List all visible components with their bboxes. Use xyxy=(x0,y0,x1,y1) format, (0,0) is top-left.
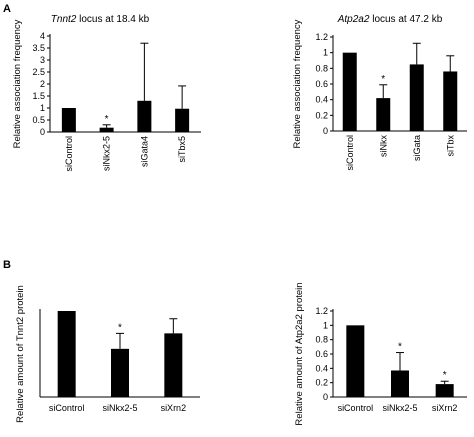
y-tick-label: 0 xyxy=(323,126,328,136)
bar-siControl xyxy=(346,325,365,397)
bar-siGata4 xyxy=(137,100,152,132)
bar-siControl xyxy=(61,108,76,132)
chart-4: Relative amount of Atp2a2 protein 0 0.2 0.4… xyxy=(294,282,467,426)
category-label: siXrn2 xyxy=(161,403,187,413)
y-tick-label: 2 xyxy=(40,79,45,89)
bar-siNkx xyxy=(376,98,391,131)
y-tick-label: 0.5 xyxy=(32,115,45,125)
panel-label-b: B xyxy=(3,259,11,271)
bar-siTbx xyxy=(443,71,458,131)
significance-star: * xyxy=(105,114,109,125)
y-tick-label: 0.6 xyxy=(315,349,328,359)
chart-3: Relative amount of Tnnt2 protein siContro… xyxy=(15,285,200,423)
chart-title-rest: locus at 47.2 kb xyxy=(369,14,442,25)
category-label: siNkx2-5 xyxy=(102,403,137,413)
y-tick-label: 0 xyxy=(323,392,328,402)
category-label: siTbx5 xyxy=(177,136,187,163)
category-label: siNkx2-5 xyxy=(382,403,417,413)
y-tick-label: 0.2 xyxy=(315,110,328,120)
y-tick-label: 3 xyxy=(40,55,45,65)
y-tick-label: 3.5 xyxy=(32,43,45,53)
y-tick-label: 0.4 xyxy=(315,363,328,373)
category-label: siControl xyxy=(64,136,74,172)
significance-star: * xyxy=(118,322,122,333)
y-tick-label: 0.4 xyxy=(315,95,328,105)
category-label: siControl xyxy=(345,135,355,171)
chart-2: Atp2a2 locus at 47.2 kb Relative associat… xyxy=(292,14,467,171)
y-tick-label: 4 xyxy=(40,31,45,41)
y-tick-label: 0.6 xyxy=(315,79,328,89)
category-label: siGata4 xyxy=(139,136,149,167)
chart-title-gene: Tnnt2 xyxy=(51,14,77,25)
chart-title: Atp2a2 locus at 47.2 kb xyxy=(337,14,443,25)
category-label: siControl xyxy=(49,403,85,413)
category-label: siTbx xyxy=(445,135,455,157)
significance-star: * xyxy=(398,342,402,353)
bar-siControl xyxy=(342,52,357,131)
chart-1: Tnnt2 locus at 18.4 kb Relative associati… xyxy=(12,14,201,172)
bar-siNkx2-5 xyxy=(99,127,114,132)
bar-siXrn2 xyxy=(164,333,183,397)
y-tick-label: 2.5 xyxy=(32,67,45,77)
bar-siControl xyxy=(57,311,76,397)
y-tick-label: 1 xyxy=(323,48,328,58)
y-axis-label: Relative association frequency xyxy=(12,19,23,148)
bar-siXrn2 xyxy=(435,384,454,397)
chart-title: Tnnt2 locus at 18.4 kb xyxy=(51,14,150,25)
significance-star: * xyxy=(443,370,447,381)
category-label: siNkx2-5 xyxy=(102,136,112,171)
bar-siNkx2-5 xyxy=(111,348,129,397)
y-tick-label: 1.5 xyxy=(32,91,45,101)
y-tick-label: 1.2 xyxy=(315,306,328,316)
category-label: siXrn2 xyxy=(432,403,458,413)
y-axis-label: Relative association frequency xyxy=(292,19,303,148)
bar-siNkx2-5 xyxy=(391,370,409,397)
category-label: siNkx xyxy=(378,135,388,157)
y-tick-label: 1.2 xyxy=(315,32,328,42)
y-tick-label: 0.8 xyxy=(315,63,328,73)
category-label: siGata xyxy=(412,135,422,161)
significance-star: * xyxy=(381,74,385,85)
bar-siGata xyxy=(409,64,424,131)
panel-label-a: A xyxy=(3,3,11,15)
y-tick-label: 0.8 xyxy=(315,335,328,345)
y-axis-label: Relative amount of Tnnt2 protein xyxy=(15,285,26,423)
y-tick-label: 1 xyxy=(323,320,328,330)
y-axis-label: Relative amount of Atp2a2 protein xyxy=(294,282,305,425)
category-label: siControl xyxy=(338,403,374,413)
chart-title-gene: Atp2a2 xyxy=(337,14,370,25)
chart-title-rest: locus at 18.4 kb xyxy=(76,14,149,25)
y-tick-label: 0.2 xyxy=(315,378,328,388)
y-tick-label: 0 xyxy=(40,127,45,137)
bar-siTbx5 xyxy=(175,108,190,132)
y-tick-label: 1 xyxy=(40,103,45,113)
